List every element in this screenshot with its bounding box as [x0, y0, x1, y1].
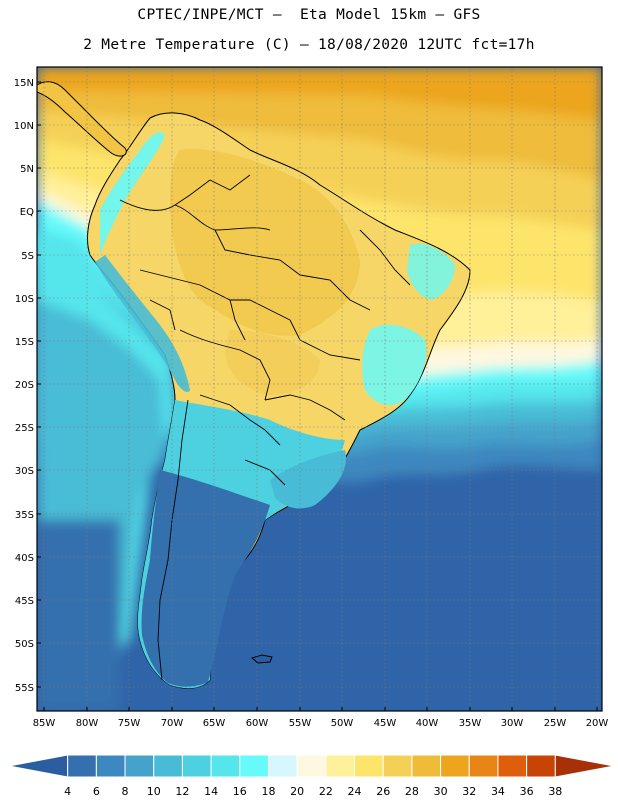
lat-label: 40S — [15, 553, 34, 564]
colorbar-labels: 4 6 8 10 12 14 16 18 20 22 24 26 28 30 32 34 36 38 — [64, 785, 562, 798]
map-frame — [36, 66, 603, 712]
colorbar-label: 16 — [233, 785, 247, 798]
longitude-labels: 85W 80W 75W 70W 65W 60W 55W 50W 45W 40W … — [33, 718, 609, 729]
colorbar-label: 10 — [147, 785, 161, 798]
lon-label: 40W — [416, 718, 439, 729]
colorbar-swatch — [411, 754, 442, 778]
lon-label: 70W — [161, 718, 184, 729]
colorbar-label: 24 — [348, 785, 362, 798]
colorbar-swatch — [296, 754, 327, 778]
colorbar-swatch — [554, 754, 615, 778]
lon-label: 80W — [76, 718, 99, 729]
colorbar-label: 6 — [93, 785, 100, 798]
colorbar-label: 22 — [319, 785, 333, 798]
lat-label: 25S — [15, 423, 34, 434]
colorbar-label: 4 — [64, 785, 71, 798]
central-america-land — [37, 81, 127, 157]
map-title-line-1: CPTEC/INPE/MCT – Eta Model 15km – GFS — [137, 7, 481, 23]
south-america-land — [87, 112, 471, 689]
lat-label: 5S — [21, 251, 34, 262]
colorbar-swatch — [67, 754, 97, 778]
colorbar-swatch — [95, 754, 126, 778]
colorbar-swatch — [440, 754, 470, 778]
lon-label: 50W — [331, 718, 354, 729]
colorbar-swatch — [8, 754, 69, 778]
lon-label: 60W — [246, 718, 269, 729]
colorbar-swatch — [153, 754, 183, 778]
colorbar-label: 18 — [261, 785, 275, 798]
colorbar-label: 12 — [175, 785, 189, 798]
lon-label: 30W — [501, 718, 524, 729]
lon-label: 35W — [459, 718, 482, 729]
colorbar-swatch — [325, 754, 356, 778]
colorbar-label: 30 — [434, 785, 448, 798]
axis-ticks — [37, 81, 598, 711]
lon-label: 55W — [289, 718, 312, 729]
colorbar-swatch — [124, 754, 155, 778]
lon-label: 20W — [586, 718, 609, 729]
lat-label: 20S — [15, 380, 34, 391]
lat-label: 45S — [15, 596, 34, 607]
colorbar — [8, 754, 615, 778]
colorbar-label: 34 — [491, 785, 505, 798]
lon-label: 75W — [118, 718, 141, 729]
latitude-labels: 15N 10N 5N EQ 5S 10S 15S 20S 25S 30S 35S… — [14, 78, 34, 694]
colorbar-swatch — [497, 754, 528, 778]
lat-label: 5N — [20, 164, 34, 175]
lon-label: 85W — [33, 718, 56, 729]
colorbar-label: 38 — [548, 785, 562, 798]
lat-label: 10N — [14, 121, 34, 132]
lat-label: 35S — [15, 510, 34, 521]
lon-label: 45W — [374, 718, 397, 729]
lon-label: 65W — [203, 718, 226, 729]
colorbar-swatch — [382, 754, 413, 778]
colorbar-label: 14 — [204, 785, 218, 798]
lat-label: 50S — [15, 639, 34, 650]
colorbar-label: 26 — [376, 785, 390, 798]
map-title-line-2: 2 Metre Temperature (C) – 18/08/2020 12U… — [83, 37, 535, 53]
temperature-field — [37, 67, 602, 711]
lat-label: 15N — [14, 78, 34, 89]
falkland-islands — [250, 654, 273, 664]
lat-label: 10S — [15, 294, 34, 305]
colorbar-swatch — [468, 754, 499, 778]
country-borders — [119, 174, 411, 681]
colorbar-label: 20 — [290, 785, 304, 798]
colorbar-swatch — [267, 754, 298, 778]
colorbar-swatch — [354, 754, 384, 778]
colorbar-label: 32 — [462, 785, 476, 798]
colorbar-label: 28 — [405, 785, 419, 798]
colorbar-swatch — [239, 754, 269, 778]
colorbar-swatch — [526, 754, 556, 778]
colorbar-swatch — [181, 754, 212, 778]
graticule — [37, 67, 602, 711]
lat-label: 15S — [15, 337, 34, 348]
lat-label: EQ — [20, 207, 34, 218]
colorbar-label: 36 — [520, 785, 534, 798]
lat-label: 30S — [15, 466, 34, 477]
lon-label: 25W — [544, 718, 567, 729]
colorbar-label: 8 — [122, 785, 129, 798]
lat-label: 55S — [15, 683, 34, 694]
colorbar-swatch — [210, 754, 241, 778]
